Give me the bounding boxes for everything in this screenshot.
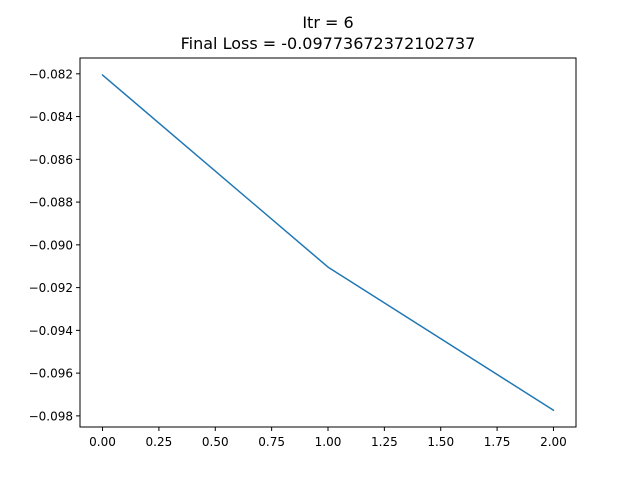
- y-tick-label: −0.094: [29, 324, 73, 338]
- y-tick-label: −0.084: [29, 110, 73, 124]
- loss-series-line: [101, 74, 555, 412]
- x-tick-label: 1.25: [371, 435, 398, 449]
- y-tick-label: −0.082: [29, 67, 73, 81]
- y-tick-label: −0.086: [29, 153, 73, 167]
- chart-title: Itr = 6: [302, 13, 353, 32]
- series-layer: [101, 74, 555, 412]
- x-axis-ticks: 0.00 0.25 0.50 0.75 1.00 1.25 1.50 1.75 2.00: [89, 427, 567, 449]
- y-axis-ticks: −0.082 −0.084 −0.086 −0.088 −0.090 −0.092 −0.0…: [29, 67, 80, 423]
- x-tick-label: 1.00: [315, 435, 342, 449]
- x-tick-label: 0.25: [146, 435, 173, 449]
- x-tick-label: 1.75: [484, 435, 511, 449]
- y-tick-label: −0.092: [29, 281, 73, 295]
- x-tick-label: 2.00: [540, 435, 567, 449]
- y-tick-label: −0.090: [29, 238, 73, 252]
- plot-area-frame: [79, 57, 577, 428]
- y-tick-label: −0.098: [29, 409, 73, 423]
- x-tick-label: 0.75: [258, 435, 285, 449]
- x-tick-label: 0.00: [89, 435, 116, 449]
- x-tick-label: 1.50: [427, 435, 454, 449]
- chart-subtitle: Final Loss = -0.09773672372102737: [181, 34, 476, 53]
- y-tick-label: −0.096: [29, 367, 73, 381]
- y-tick-label: −0.088: [29, 196, 73, 210]
- x-tick-label: 0.50: [202, 435, 229, 449]
